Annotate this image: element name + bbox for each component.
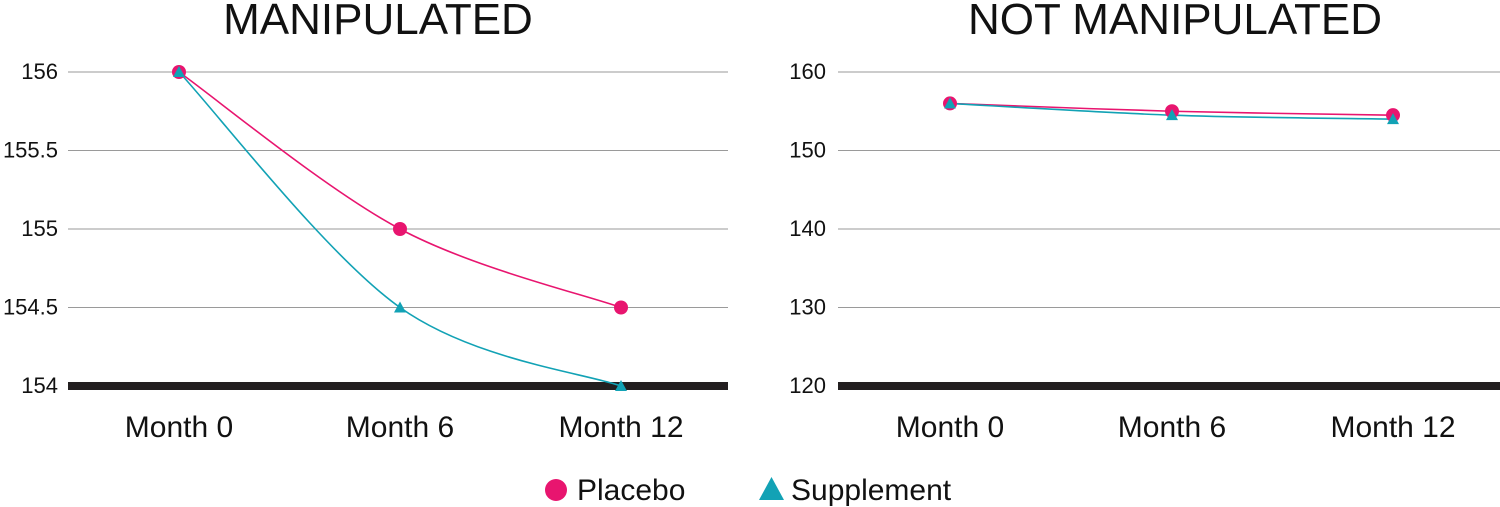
- y-tick-label: 155: [21, 216, 58, 241]
- y-tick-label: 154: [21, 373, 58, 398]
- data-point-supplement: [944, 97, 956, 109]
- series-layer: [943, 96, 1400, 125]
- series-layer: [172, 65, 628, 391]
- y-tick-label: 140: [789, 216, 826, 241]
- y-axis-ticks: 120 130 140 150 160: [789, 59, 826, 398]
- y-axis-ticks: 154 154.5 155 155.5 156: [3, 59, 58, 398]
- chart-title: NOT MANIPULATED: [968, 0, 1382, 44]
- data-point-supplement: [1166, 109, 1178, 121]
- x-axis-ticks: Month 0 Month 6 Month 12: [125, 411, 684, 444]
- data-point-supplement: [615, 380, 627, 391]
- chart-title: MANIPULATED: [223, 0, 533, 44]
- data-point-placebo: [393, 222, 407, 236]
- y-tick-label: 155.5: [3, 138, 58, 163]
- x-tick-label: Month 0: [896, 411, 1004, 444]
- x-tick-label: Month 6: [1118, 411, 1226, 444]
- triangle-marker-icon: [759, 477, 784, 500]
- data-point-placebo: [614, 300, 628, 315]
- circle-marker-icon: [545, 479, 567, 501]
- x-tick-label: Month 12: [1330, 411, 1455, 444]
- x-tick-label: Month 6: [346, 411, 454, 444]
- legend-label-placebo: Placebo: [577, 474, 685, 507]
- x-axis-ticks: Month 0 Month 6 Month 12: [896, 411, 1456, 444]
- grid-lines: [838, 71, 1500, 308]
- legend-label-supplement: Supplement: [791, 474, 952, 507]
- data-point-supplement: [394, 301, 406, 313]
- y-tick-label: 130: [789, 295, 826, 320]
- y-tick-label: 160: [789, 59, 826, 84]
- x-tick-label: Month 12: [558, 411, 683, 444]
- series-line-supplement: [178, 71, 622, 387]
- y-tick-label: 120: [789, 373, 826, 398]
- y-tick-label: 154.5: [3, 295, 58, 320]
- legend: Placebo Supplement: [545, 474, 952, 507]
- data-point-supplement: [173, 66, 185, 77]
- grid-lines: [68, 71, 728, 308]
- y-tick-label: 150: [789, 138, 826, 163]
- x-tick-label: Month 0: [125, 411, 233, 444]
- data-point-supplement: [1387, 113, 1399, 125]
- y-tick-label: 156: [21, 59, 58, 84]
- series-line-placebo: [178, 71, 622, 309]
